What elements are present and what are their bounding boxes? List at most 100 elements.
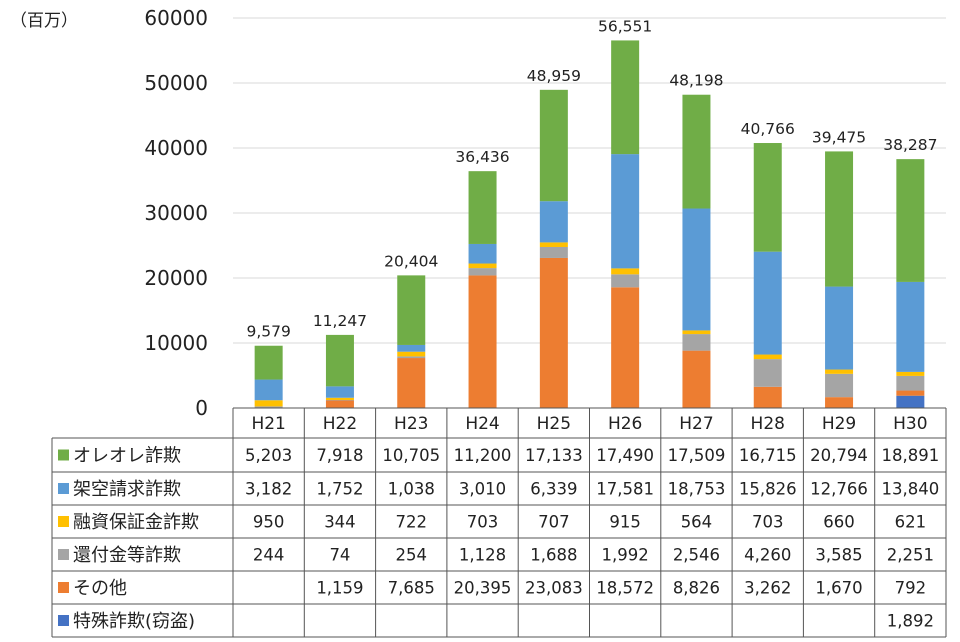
table-cell: 722 — [396, 513, 428, 532]
category-label: H25 — [537, 414, 571, 434]
bar-segment — [896, 390, 925, 396]
table-cell: 2,251 — [887, 546, 934, 565]
table-cell: 3,262 — [744, 579, 791, 598]
bar-segment — [753, 354, 782, 360]
bar-segment — [611, 287, 640, 408]
bar-segment — [397, 275, 426, 345]
table-cell: 1,159 — [316, 579, 363, 598]
table-cell: 344 — [324, 513, 356, 532]
bar-segment — [753, 251, 782, 355]
category-label: H24 — [465, 414, 499, 434]
bar-segment — [468, 171, 497, 244]
legend-swatch — [58, 516, 69, 527]
bar-segment — [896, 281, 925, 372]
table-cell: 15,826 — [739, 480, 797, 499]
legend-swatch — [58, 615, 69, 626]
table-cell: 13,840 — [881, 480, 939, 499]
bar-segment — [682, 350, 711, 408]
table-cell: 4,260 — [744, 546, 791, 565]
table-cell: 10,705 — [382, 446, 440, 465]
bar-segment — [539, 257, 568, 408]
legend-label: オレオレ詐欺 — [73, 446, 181, 467]
bar-segment — [611, 154, 640, 269]
bar-segment — [896, 395, 925, 408]
total-label: 48,198 — [669, 72, 723, 90]
table-cell: 1,128 — [459, 546, 506, 565]
total-label: 40,766 — [741, 120, 795, 138]
total-label: 48,959 — [527, 67, 581, 85]
table-cell: 950 — [253, 513, 285, 532]
bar-segment — [682, 94, 711, 209]
bar-segment — [254, 345, 283, 380]
category-label: H22 — [323, 414, 357, 434]
total-label: 20,404 — [384, 252, 438, 270]
table-cell: 8,826 — [673, 579, 720, 598]
bar-segment — [611, 268, 640, 275]
legend-label: 還付金等詐欺 — [73, 545, 181, 566]
bar-segment — [753, 359, 782, 387]
category-label: H23 — [394, 414, 428, 434]
table-cell: 703 — [467, 513, 499, 532]
y-tick-label: 10000 — [144, 331, 208, 355]
table-cell: 703 — [752, 513, 784, 532]
bar-segment — [468, 275, 497, 408]
bar-segment — [682, 330, 711, 335]
bar-segment — [825, 373, 854, 398]
bar-segment — [896, 159, 925, 282]
bar-segment — [896, 375, 925, 391]
bar-segment — [682, 208, 711, 331]
bar-segment — [325, 397, 354, 400]
bar-segment — [468, 268, 497, 276]
bar-segment — [468, 243, 497, 264]
bar-segment — [753, 386, 782, 408]
y-tick-label: 30000 — [144, 201, 208, 225]
bar-segment — [896, 371, 925, 376]
table-cell: 1,670 — [815, 579, 862, 598]
table-cell: 792 — [895, 579, 927, 598]
legend-swatch — [58, 449, 69, 461]
table-cell: 16,715 — [739, 446, 797, 465]
bar-segments — [254, 40, 925, 408]
table-cell: 18,891 — [881, 446, 939, 465]
table-cell: 1,688 — [530, 546, 577, 565]
table-cell: 254 — [396, 546, 428, 565]
category-label: H26 — [608, 414, 642, 434]
legend-swatch — [58, 549, 69, 560]
y-tick-label: 50000 — [144, 71, 208, 95]
bar-segment — [325, 386, 354, 398]
table-cell: 2,546 — [673, 546, 720, 565]
data-table: H21 H22 H23 H24 H25 H26 H27 H28 H29 H30 オレオレ詐欺 5,20… — [51, 407, 947, 638]
table-cell: 3,585 — [815, 546, 862, 565]
bar-segment — [611, 274, 640, 288]
bar-segment — [325, 399, 354, 401]
table-cell: 20,794 — [810, 446, 868, 465]
bar-segment — [753, 143, 782, 252]
bar-segment — [539, 246, 568, 258]
table-cell: 1,752 — [316, 480, 363, 499]
bar-segment — [325, 400, 354, 408]
table-cell: 5,203 — [245, 446, 292, 465]
y-axis-ticks: 0 10000 20000 30000 40000 50000 60000 — [144, 6, 208, 420]
table-cell: 7,685 — [388, 579, 435, 598]
table-cell: 3,010 — [459, 480, 506, 499]
bar-segment — [825, 151, 854, 287]
bar-segment — [397, 351, 426, 357]
table-cell: 1,038 — [388, 480, 435, 499]
bar-segment — [825, 286, 854, 370]
table-cell: 244 — [253, 546, 285, 565]
table-cell: 1,892 — [887, 612, 934, 631]
unit-label: （百万） — [10, 11, 78, 31]
legend-label: 特殊詐欺(窃盗) — [73, 611, 195, 632]
table-cell: 11,200 — [454, 446, 512, 465]
legend-swatch — [58, 483, 69, 494]
bar-segment — [468, 263, 497, 269]
bar-segment — [397, 358, 426, 408]
total-label: 56,551 — [598, 17, 652, 35]
bar-segment — [325, 334, 354, 387]
table-cell: 12,766 — [810, 480, 868, 499]
total-label: 36,436 — [455, 148, 509, 166]
bar-segment — [825, 397, 854, 408]
table-cell: 17,581 — [596, 480, 654, 499]
legend-label: その他 — [73, 578, 127, 599]
table-cell: 915 — [609, 513, 641, 532]
